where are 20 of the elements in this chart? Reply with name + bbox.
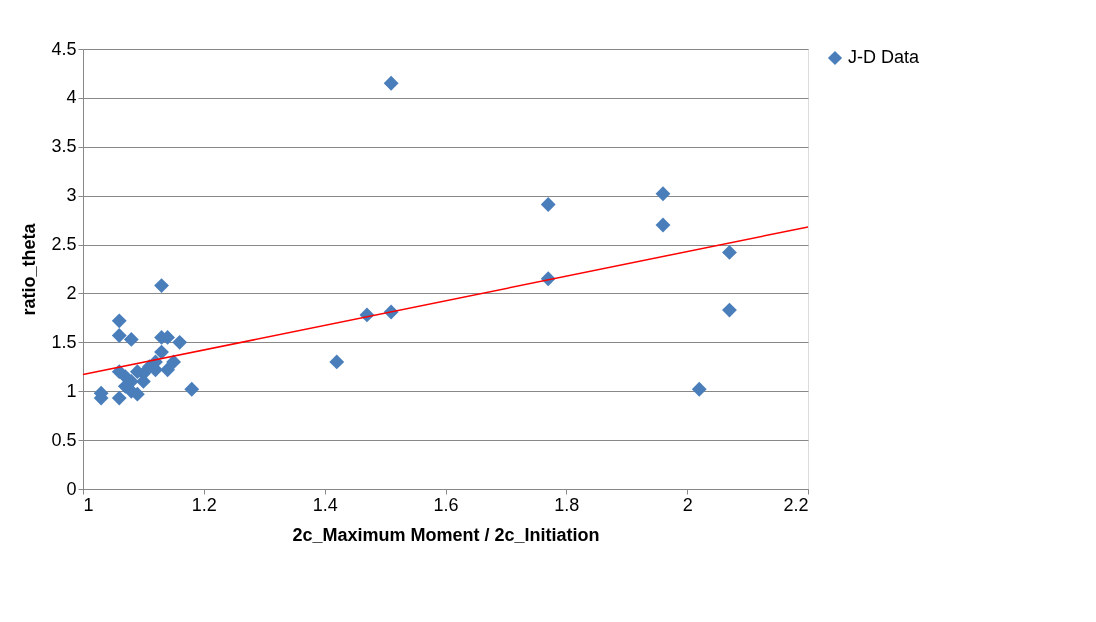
y-tick-label: 3.5 <box>51 136 77 157</box>
y-tick-label: 1.5 <box>51 331 77 352</box>
y-tick-label: 1 <box>66 380 77 401</box>
x-tick-label: 1.2 <box>191 494 217 515</box>
x-tick-label: 1.6 <box>433 494 459 515</box>
x-tick-label: 2.2 <box>783 494 809 515</box>
x-tick-label: 1 <box>83 494 94 515</box>
y-tick-label: 4.5 <box>51 38 77 59</box>
x-tick-label: 1.8 <box>554 494 580 515</box>
y-tick-label: 4 <box>66 87 77 108</box>
y-tick-label: 0 <box>66 478 77 499</box>
y-tick-label: 2.5 <box>51 234 77 255</box>
y-tick-label: 0.5 <box>51 429 77 450</box>
x-tick-label: 1.4 <box>312 494 338 515</box>
y-tick-label: 3 <box>66 185 77 206</box>
y-tick-label: 2 <box>66 282 77 303</box>
y-axis-title: ratio_theta <box>19 222 40 316</box>
legend-label: J-D Data <box>848 47 920 67</box>
x-tick-label: 2 <box>682 494 693 515</box>
x-axis-title: 2c_Maximum Moment / 2c_Initiation <box>292 524 600 545</box>
